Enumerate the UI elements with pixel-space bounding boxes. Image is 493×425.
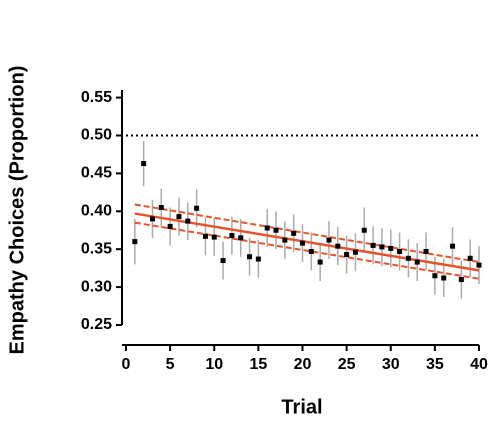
- point: [388, 245, 394, 251]
- point: [317, 259, 323, 265]
- point: [211, 234, 217, 240]
- point: [220, 258, 226, 264]
- point: [300, 240, 305, 246]
- point: [176, 214, 182, 220]
- x-tick-label: 25: [338, 356, 356, 373]
- point: [238, 235, 244, 241]
- point: [335, 243, 341, 249]
- x-tick-label: 20: [294, 356, 312, 373]
- fit-ci-upper: [134, 203, 480, 264]
- point: [467, 255, 473, 261]
- point: [132, 239, 138, 245]
- point: [361, 227, 367, 233]
- point: [282, 237, 288, 243]
- point: [379, 244, 385, 250]
- point: [229, 233, 235, 239]
- x-tick-label: 0: [122, 356, 131, 373]
- point: [158, 205, 164, 210]
- point: [291, 230, 297, 236]
- point: [247, 254, 253, 260]
- point: [405, 255, 411, 261]
- x-tick-label: 40: [470, 356, 488, 373]
- fit-line: [134, 212, 480, 272]
- y-tick-label: 0.30: [81, 278, 112, 295]
- point: [273, 227, 279, 233]
- y-tick-label: 0.55: [81, 89, 112, 106]
- point: [458, 277, 464, 283]
- point: [344, 252, 350, 257]
- y-tick-label: 0.50: [81, 127, 112, 144]
- x-axis-label: Trial: [281, 396, 322, 418]
- x-tick-label: 30: [382, 356, 400, 373]
- x-tick-label: 10: [205, 356, 223, 373]
- point: [308, 248, 314, 254]
- x-tick-label: 35: [426, 356, 444, 373]
- point: [202, 233, 208, 239]
- y-axis-label: Empathy Choices (Proportion): [6, 66, 28, 355]
- y-tick-label: 0.45: [81, 165, 112, 182]
- y-tick-label: 0.40: [81, 203, 112, 220]
- y-tick-label: 0.25: [81, 316, 112, 333]
- point: [326, 237, 332, 243]
- point: [432, 273, 438, 279]
- point: [414, 259, 420, 265]
- point: [185, 218, 191, 224]
- point: [352, 249, 358, 255]
- point: [141, 161, 147, 167]
- point: [167, 223, 173, 229]
- point: [194, 205, 200, 211]
- x-tick-label: 5: [166, 356, 175, 373]
- point: [423, 248, 429, 254]
- point: [397, 248, 403, 254]
- point: [264, 225, 270, 231]
- x-tick-label: 15: [249, 356, 267, 373]
- point: [476, 262, 482, 268]
- point: [255, 256, 261, 262]
- point: [370, 242, 376, 248]
- point: [441, 275, 447, 281]
- y-tick-label: 0.35: [81, 240, 112, 257]
- fit-ci-lower: [134, 221, 480, 280]
- point: [450, 243, 456, 249]
- point: [149, 216, 155, 222]
